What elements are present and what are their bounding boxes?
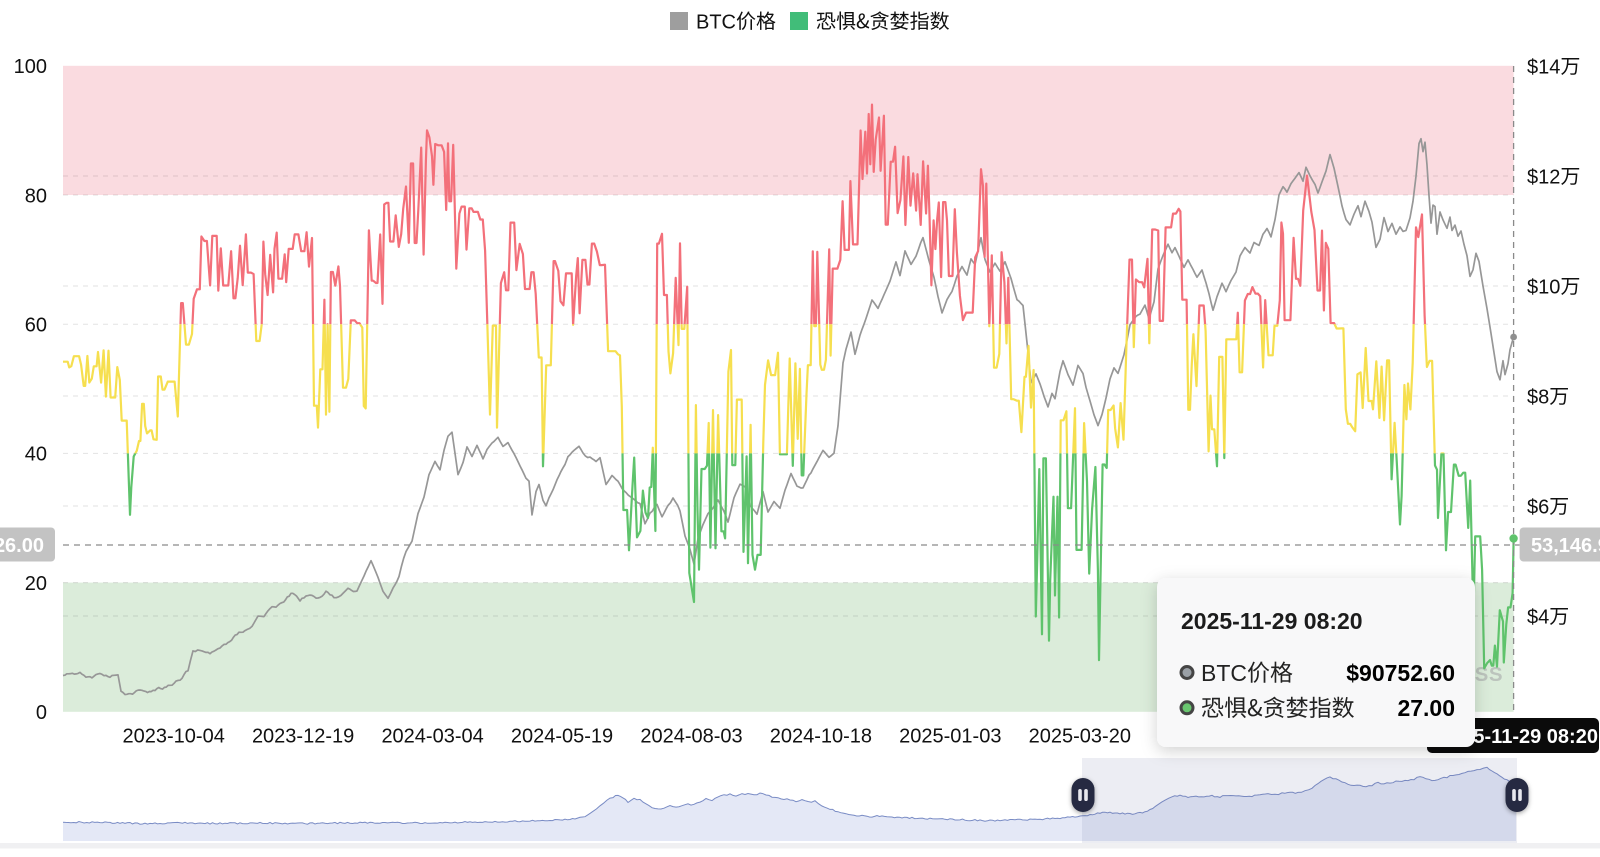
svg-text:100: 100 bbox=[14, 56, 47, 78]
svg-text:53,146.90: 53,146.90 bbox=[1531, 535, 1600, 557]
svg-text:2025-11-29 08:20: 2025-11-29 08:20 bbox=[1440, 726, 1598, 748]
svg-text:60: 60 bbox=[25, 315, 47, 337]
svg-text:2024-03-04: 2024-03-04 bbox=[381, 725, 483, 747]
svg-text:40: 40 bbox=[25, 444, 47, 466]
svg-text:BTC: BTC bbox=[696, 11, 736, 33]
svg-text:$6: $6 bbox=[1527, 496, 1549, 518]
svg-text:2024-08-03: 2024-08-03 bbox=[640, 725, 742, 747]
svg-text:$14: $14 bbox=[1527, 56, 1560, 78]
svg-text:$4: $4 bbox=[1527, 606, 1549, 628]
svg-text:2025-11-29 08:20: 2025-11-29 08:20 bbox=[1181, 608, 1363, 634]
svg-text:2025-01-03: 2025-01-03 bbox=[899, 725, 1001, 747]
svg-text:$8: $8 bbox=[1527, 386, 1549, 408]
svg-text:2024-10-18: 2024-10-18 bbox=[770, 725, 872, 747]
svg-text:20: 20 bbox=[25, 573, 47, 595]
svg-text:$90752.60: $90752.60 bbox=[1346, 660, 1455, 686]
svg-text:2024-05-19: 2024-05-19 bbox=[511, 725, 613, 747]
svg-text:80: 80 bbox=[25, 185, 47, 207]
svg-text:26.00: 26.00 bbox=[0, 535, 44, 557]
svg-text:2023-10-04: 2023-10-04 bbox=[123, 725, 225, 747]
svg-text:2025-03-20: 2025-03-20 bbox=[1029, 725, 1131, 747]
svg-text:27.00: 27.00 bbox=[1397, 695, 1455, 721]
svg-text:0: 0 bbox=[36, 702, 47, 724]
svg-text:$12: $12 bbox=[1527, 166, 1560, 188]
svg-text:2023-12-19: 2023-12-19 bbox=[252, 725, 354, 747]
svg-text:BTC: BTC bbox=[1201, 660, 1247, 686]
svg-text:$10: $10 bbox=[1527, 276, 1560, 298]
